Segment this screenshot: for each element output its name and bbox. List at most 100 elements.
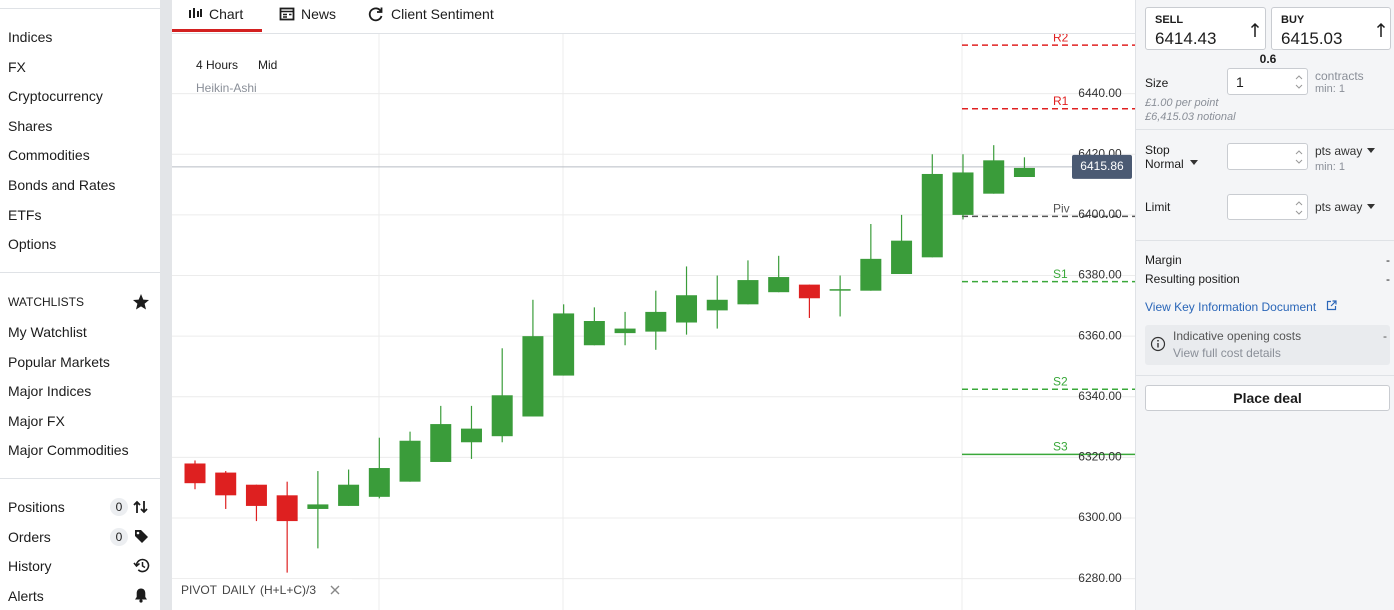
limit-input[interactable] xyxy=(1227,194,1308,220)
account-link[interactable]: Positions xyxy=(8,499,65,515)
scrollbar[interactable] xyxy=(160,0,172,610)
market-link[interactable]: Shares xyxy=(8,117,53,134)
sell-button[interactable]: SELL 6414.43 xyxy=(1145,7,1266,50)
candle-body xyxy=(215,472,237,496)
size-min: min: 1 xyxy=(1315,83,1345,95)
candle-body xyxy=(583,321,605,346)
account-link[interactable]: Orders xyxy=(8,528,51,545)
spinner[interactable] xyxy=(1294,198,1304,218)
y-tick-label: 6340.00 xyxy=(1078,389,1122,403)
indicator-name: PIVOT xyxy=(181,583,218,597)
candle-body xyxy=(706,299,728,311)
pivot-label: R2 xyxy=(1053,34,1069,44)
stop-input[interactable] xyxy=(1227,143,1308,170)
stop-unit[interactable]: pts away xyxy=(1315,144,1363,158)
y-tick-label: 6360.00 xyxy=(1078,328,1122,342)
candle-body xyxy=(829,289,851,291)
close-icon[interactable] xyxy=(330,585,340,595)
candle-body xyxy=(614,328,636,334)
tab-border xyxy=(172,33,1135,34)
market-link[interactable]: ETFs xyxy=(8,206,42,223)
market-link[interactable]: FX xyxy=(8,58,26,75)
place-deal-label: Place deal xyxy=(1233,390,1302,406)
tab[interactable]: Client Sentiment xyxy=(391,6,494,22)
chart-style: Heikin-Ashi xyxy=(196,81,257,95)
y-tick-label: 6440.00 xyxy=(1078,86,1122,100)
buy-label: BUY xyxy=(1281,14,1305,26)
news-tab-icon xyxy=(279,7,295,21)
watchlist-link[interactable]: Major Commodities xyxy=(8,442,129,459)
y-tick-label: 6380.00 xyxy=(1078,268,1122,282)
size-unit: contracts xyxy=(1315,69,1364,83)
stop-label: Stop xyxy=(1145,143,1170,157)
place-deal-button[interactable]: Place deal xyxy=(1145,385,1390,411)
tab[interactable]: Chart xyxy=(209,6,244,22)
spread: 0.6 xyxy=(1259,52,1277,66)
size-input[interactable]: 1 xyxy=(1227,68,1308,95)
pivot-label: S3 xyxy=(1053,440,1068,454)
market-link[interactable]: Indices xyxy=(8,29,53,45)
stop-min: min: 1 xyxy=(1315,161,1345,173)
info-icon xyxy=(1150,336,1166,352)
external-link-icon xyxy=(1326,300,1337,311)
sidebar: Indices FX Cryptocurrency Shares Commodities… xyxy=(0,0,160,610)
arrow-icon xyxy=(1376,22,1386,37)
dropdown-icon[interactable] xyxy=(1366,147,1376,155)
account-link[interactable]: Alerts xyxy=(8,587,44,604)
spinner[interactable] xyxy=(1294,72,1304,92)
candle-body xyxy=(952,172,974,215)
price-type[interactable]: Mid xyxy=(258,58,278,72)
y-tick-label: 6300.00 xyxy=(1078,510,1122,524)
candle-body xyxy=(399,440,421,482)
per-point: £1.00 per point xyxy=(1145,97,1219,109)
buy-button[interactable]: BUY 6415.03 xyxy=(1271,7,1391,50)
dropdown-icon[interactable] xyxy=(1189,159,1199,167)
kid-link[interactable]: View Key Information Document xyxy=(1145,300,1317,314)
separator xyxy=(1136,129,1394,130)
candle-body xyxy=(983,160,1005,194)
stop-type[interactable]: Normal xyxy=(1145,157,1184,171)
account-link[interactable]: History xyxy=(8,558,52,574)
chart-panel: Chart News Client Sentiment 4 Hours Mid … xyxy=(172,0,1135,610)
count-badge: 0 xyxy=(110,498,128,516)
candle-body xyxy=(768,277,790,293)
market-link[interactable]: Options xyxy=(8,236,57,253)
separator xyxy=(1136,375,1394,376)
dropdown-icon[interactable] xyxy=(1366,203,1376,211)
count-badge: 0 xyxy=(110,527,128,546)
indicator-formula: (H+L+C)/3 xyxy=(260,583,317,597)
star-icon[interactable] xyxy=(132,293,150,311)
candle-body xyxy=(891,240,913,275)
candle-body xyxy=(245,484,267,506)
pivot-label: R1 xyxy=(1053,94,1069,108)
indicator-period: DAILY xyxy=(222,583,256,597)
candle-body xyxy=(368,468,390,497)
limit-unit[interactable]: pts away xyxy=(1315,200,1363,214)
separator xyxy=(0,272,160,273)
interval[interactable]: 4 Hours xyxy=(196,58,239,72)
spinner[interactable] xyxy=(1294,147,1304,167)
tab[interactable]: News xyxy=(301,6,337,22)
candle-body xyxy=(276,495,298,522)
watchlist-link[interactable]: Major FX xyxy=(8,412,65,429)
current-price-label: 6415.86 xyxy=(1080,159,1124,173)
costs-link[interactable]: View full cost details xyxy=(1173,346,1281,360)
y-tick-label: 6280.00 xyxy=(1078,571,1122,585)
candle-body xyxy=(553,313,575,376)
size-label: Size xyxy=(1145,76,1169,90)
arrow-icon xyxy=(1250,22,1260,37)
market-link[interactable]: Bonds and Rates xyxy=(8,177,116,193)
candle-body xyxy=(798,284,820,299)
market-link[interactable]: Cryptocurrency xyxy=(8,88,103,105)
chart: R2R1PivS1S2S36440.006420.006400.006380.0… xyxy=(172,34,1135,610)
watchlist-link[interactable]: My Watchlist xyxy=(8,324,87,340)
market-link[interactable]: Commodities xyxy=(8,147,90,164)
candle-body xyxy=(491,395,513,437)
watchlist-link[interactable]: Popular Markets xyxy=(8,353,110,370)
separator xyxy=(0,478,160,479)
alerts-icon xyxy=(135,588,147,603)
separator xyxy=(0,8,160,9)
watchlist-link[interactable]: Major Indices xyxy=(8,383,92,400)
chart-tab-icon xyxy=(189,8,202,18)
separator xyxy=(1136,240,1394,241)
